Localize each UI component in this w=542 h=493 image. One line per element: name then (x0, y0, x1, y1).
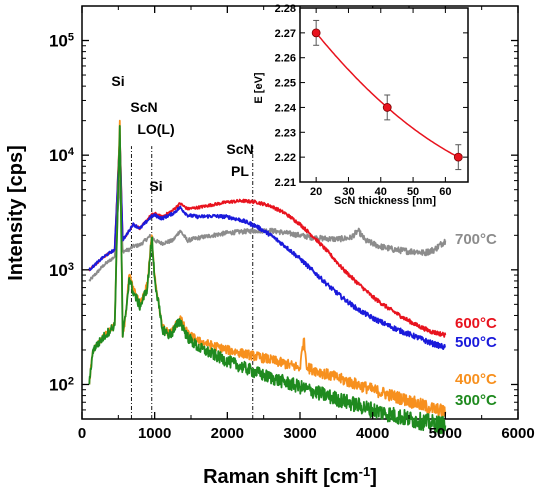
y-tick-label: 105 (49, 32, 74, 51)
peak-annotation: PL (231, 163, 249, 179)
x-tick-label: 1000 (138, 425, 171, 442)
inset-data-point (382, 103, 392, 112)
inset-x-tick-label: 30 (342, 186, 354, 198)
temperature-legend: 700°C 600°C 500°C 400°C 300°C (455, 231, 497, 409)
legend-label-500c: 500°C (455, 334, 497, 351)
main-axis-ticks: 0 1000 2000 3000 4000 5000 6000 102 103 104 105 (49, 6, 535, 442)
x-tick-label: 5000 (429, 425, 462, 442)
inset-data-point (453, 152, 463, 162)
x-tick-label: 6000 (501, 425, 534, 442)
series-line-300c (88, 125, 447, 435)
x-tick-label: 4000 (356, 425, 389, 442)
inset-x-tick-label: 20 (310, 186, 322, 198)
inset-y-tick-label: 2.22 (275, 152, 296, 164)
x-tick-label: 2000 (211, 425, 244, 442)
y-tick-label: 103 (49, 261, 74, 280)
inset-x-tick-label: 60 (439, 186, 451, 198)
legend-label-300c: 300°C (455, 392, 497, 409)
x-tick-label: 0 (78, 425, 86, 442)
inset-y-tick-label: 2.28 (275, 3, 296, 15)
legend-label-600c: 600°C (455, 315, 497, 332)
inset-y-tick-label: 2.26 (275, 53, 296, 65)
x-axis-label: Raman shift [cm-1] (203, 464, 377, 489)
series-line-500c (88, 137, 446, 350)
inset-y-tick-label: 2.24 (275, 102, 297, 114)
inset-y-tick-label: 2.25 (275, 78, 296, 90)
inset-x-tick-label: 50 (407, 186, 419, 198)
peak-annotation: LO(L) (137, 121, 174, 137)
inset-data-point (311, 28, 321, 38)
inset-x-axis-label: ScN thickness [nm] (334, 195, 436, 207)
inset-axis-ticks: 20 30 40 50 60 2.21 2.22 2.23 2.24 2.25 2.26 2.27 2.… (275, 3, 468, 198)
inset-y-tick-label: 2.27 (275, 28, 296, 40)
legend-label-700c: 700°C (455, 231, 497, 248)
peak-annotation: Si (149, 178, 162, 194)
inset-y-axis-label: E [eV] (253, 72, 265, 104)
peak-annotation: ScN (130, 99, 157, 115)
inset-y-tick-label: 2.23 (275, 127, 296, 139)
inset-series-group (311, 19, 463, 171)
x-tick-label: 3000 (283, 425, 316, 442)
y-tick-label: 102 (49, 375, 74, 394)
legend-label-400c: 400°C (455, 371, 497, 388)
main-series-group (88, 119, 447, 435)
inset-x-tick-label: 40 (375, 186, 387, 198)
peak-annotation: Si (111, 73, 124, 89)
peak-annotations: Si ScN LO(L) Si ScN PL (111, 73, 253, 194)
y-axis-label: Intensity [cps] (5, 145, 27, 281)
inset-y-tick-label: 2.21 (275, 177, 296, 189)
inset-plot-frame (299, 7, 469, 183)
y-tick-label: 104 (49, 146, 75, 165)
peak-annotation: ScN (226, 141, 253, 157)
